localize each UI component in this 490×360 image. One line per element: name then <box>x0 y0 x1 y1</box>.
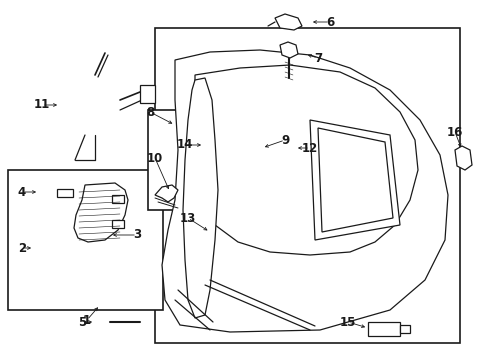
Text: 2: 2 <box>18 242 26 255</box>
Bar <box>57 189 73 197</box>
Bar <box>400 325 410 333</box>
Text: 12: 12 <box>302 141 318 154</box>
Bar <box>112 220 124 228</box>
Bar <box>8 170 163 310</box>
Polygon shape <box>155 185 178 202</box>
Text: 16: 16 <box>447 126 463 139</box>
Polygon shape <box>195 65 418 255</box>
Bar <box>140 85 155 103</box>
Polygon shape <box>162 50 448 332</box>
Polygon shape <box>183 78 218 318</box>
Text: 15: 15 <box>340 315 356 328</box>
Polygon shape <box>455 146 472 170</box>
Polygon shape <box>280 42 298 58</box>
Bar <box>112 195 124 203</box>
Polygon shape <box>318 128 393 232</box>
Bar <box>155 28 460 343</box>
Text: 7: 7 <box>314 51 322 64</box>
Text: 11: 11 <box>34 99 50 112</box>
Polygon shape <box>74 183 128 242</box>
Text: 3: 3 <box>133 229 141 242</box>
Polygon shape <box>275 14 302 30</box>
Text: 13: 13 <box>180 211 196 225</box>
Text: 1: 1 <box>83 314 91 327</box>
Text: 5: 5 <box>78 315 86 328</box>
Polygon shape <box>310 120 400 240</box>
Text: 10: 10 <box>147 152 163 165</box>
Text: 9: 9 <box>281 134 289 147</box>
Bar <box>368 322 400 336</box>
Bar <box>148 110 296 210</box>
Text: 8: 8 <box>146 105 154 118</box>
Text: 6: 6 <box>326 15 334 28</box>
Text: 14: 14 <box>177 139 193 152</box>
Text: 4: 4 <box>18 185 26 198</box>
